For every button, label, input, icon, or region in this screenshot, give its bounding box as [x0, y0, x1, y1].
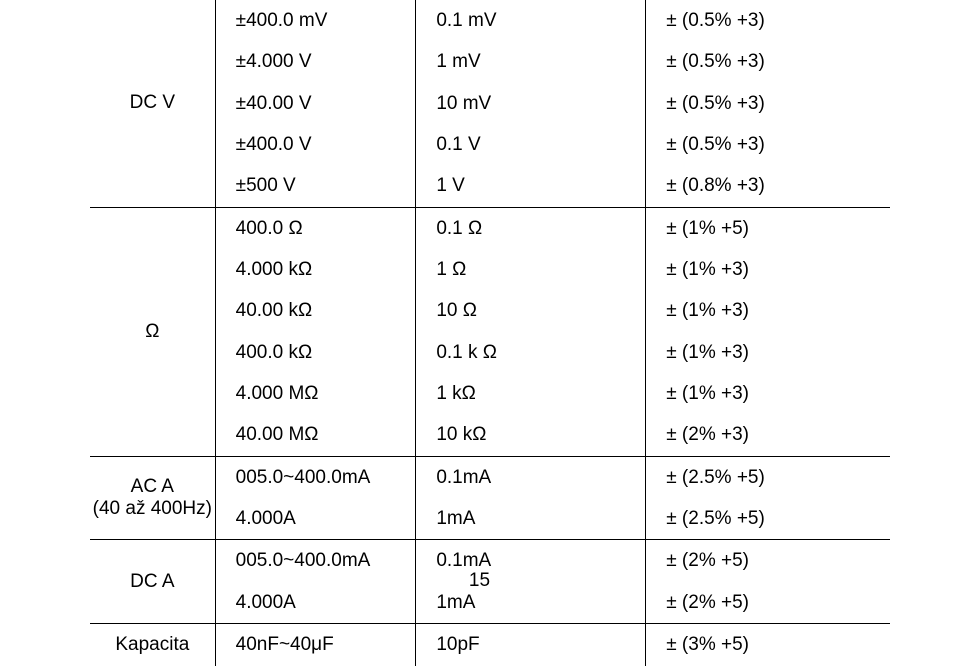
row-label: AC A: [90, 476, 215, 498]
range-value: ±40.00 V: [216, 83, 416, 124]
resolution-value: 10 kΩ: [416, 414, 645, 455]
range-value: 40nF~40μF: [216, 624, 416, 665]
range-value: 40.00 kΩ: [216, 290, 416, 331]
accuracy-value: ± (0.5% +3): [646, 0, 890, 41]
accuracy-value: ± (0.5% +3): [646, 83, 890, 124]
resolution-cell: 0.1mA 1mA: [416, 456, 646, 540]
resolution-value: 1 V: [416, 165, 645, 206]
range-cell: 40nF~40μF: [215, 624, 416, 666]
accuracy-value: ± (1% +3): [646, 332, 890, 373]
accuracy-value: ± (0.5% +3): [646, 41, 890, 82]
row-label-cell: DC V: [90, 0, 215, 207]
accuracy-value: ± (1% +3): [646, 373, 890, 414]
table-row: Ω 400.0 Ω 4.000 kΩ 40.00 kΩ 400.0 kΩ 4.0…: [90, 207, 890, 456]
range-value: 400.0 Ω: [216, 208, 416, 249]
row-label: Ω: [90, 321, 215, 343]
resolution-cell: 10pF: [416, 624, 646, 666]
accuracy-cell: ± (0.5% +3) ± (0.5% +3) ± (0.5% +3) ± (0…: [646, 0, 890, 207]
range-cell: 400.0 Ω 4.000 kΩ 40.00 kΩ 400.0 kΩ 4.000…: [215, 207, 416, 456]
range-cell: 005.0~400.0mA 4.000A: [215, 456, 416, 540]
resolution-value: 1 mV: [416, 41, 645, 82]
resolution-value: 0.1mA: [416, 457, 645, 498]
accuracy-value: ± (1% +3): [646, 290, 890, 331]
range-value: ±500 V: [216, 165, 416, 206]
accuracy-cell: ± (3% +5): [646, 624, 890, 666]
range-cell: ±400.0 mV ±4.000 V ±40.00 V ±400.0 V ±50…: [215, 0, 416, 207]
accuracy-value: ± (0.8% +3): [646, 165, 890, 206]
resolution-value: 0.1 k Ω: [416, 332, 645, 373]
resolution-value: 1 kΩ: [416, 373, 645, 414]
row-label-cell: Ω: [90, 207, 215, 456]
table-row: AC A (40 až 400Hz) 005.0~400.0mA 4.000A …: [90, 456, 890, 540]
range-value: 40.00 MΩ: [216, 414, 416, 455]
accuracy-cell: ± (2.5% +5) ± (2.5% +5): [646, 456, 890, 540]
resolution-value: 0.1 V: [416, 124, 645, 165]
accuracy-value: ± (3% +5): [646, 624, 890, 665]
row-label-cell: AC A (40 až 400Hz): [90, 456, 215, 540]
range-value: 005.0~400.0mA: [216, 457, 416, 498]
resolution-value: 10 mV: [416, 83, 645, 124]
accuracy-value: ± (2.5% +5): [646, 498, 890, 539]
spec-table: DC V ±400.0 mV ±4.000 V ±40.00 V ±400.0 …: [90, 0, 890, 666]
page-number: 15: [0, 570, 959, 592]
resolution-value: 1mA: [416, 498, 645, 539]
accuracy-value: ± (2.5% +5): [646, 457, 890, 498]
range-value: 4.000 kΩ: [216, 249, 416, 290]
range-value: 400.0 kΩ: [216, 332, 416, 373]
accuracy-value: ± (2% +3): [646, 414, 890, 455]
row-sublabel: (40 až 400Hz): [90, 498, 215, 520]
row-label: Kapacita: [90, 634, 215, 656]
resolution-value: 0.1 Ω: [416, 208, 645, 249]
row-label-cell: Kapacita: [90, 624, 215, 666]
accuracy-value: ± (1% +3): [646, 249, 890, 290]
resolution-value: 10pF: [416, 624, 645, 665]
range-value: ±400.0 mV: [216, 0, 416, 41]
resolution-value: 1 Ω: [416, 249, 645, 290]
range-value: 4.000 MΩ: [216, 373, 416, 414]
range-value: ±4.000 V: [216, 41, 416, 82]
table-row: DC V ±400.0 mV ±4.000 V ±40.00 V ±400.0 …: [90, 0, 890, 207]
resolution-value: 10 Ω: [416, 290, 645, 331]
accuracy-value: ± (1% +5): [646, 208, 890, 249]
range-value: 4.000A: [216, 498, 416, 539]
resolution-value: 0.1 mV: [416, 0, 645, 41]
accuracy-cell: ± (1% +5) ± (1% +3) ± (1% +3) ± (1% +3) …: [646, 207, 890, 456]
resolution-cell: 0.1 mV 1 mV 10 mV 0.1 V 1 V: [416, 0, 646, 207]
resolution-cell: 0.1 Ω 1 Ω 10 Ω 0.1 k Ω 1 kΩ 10 kΩ: [416, 207, 646, 456]
range-value: ±400.0 V: [216, 124, 416, 165]
row-label: DC V: [90, 92, 215, 114]
accuracy-value: ± (0.5% +3): [646, 124, 890, 165]
table-row: Kapacita 40nF~40μF 10pF ± (3% +5): [90, 624, 890, 666]
